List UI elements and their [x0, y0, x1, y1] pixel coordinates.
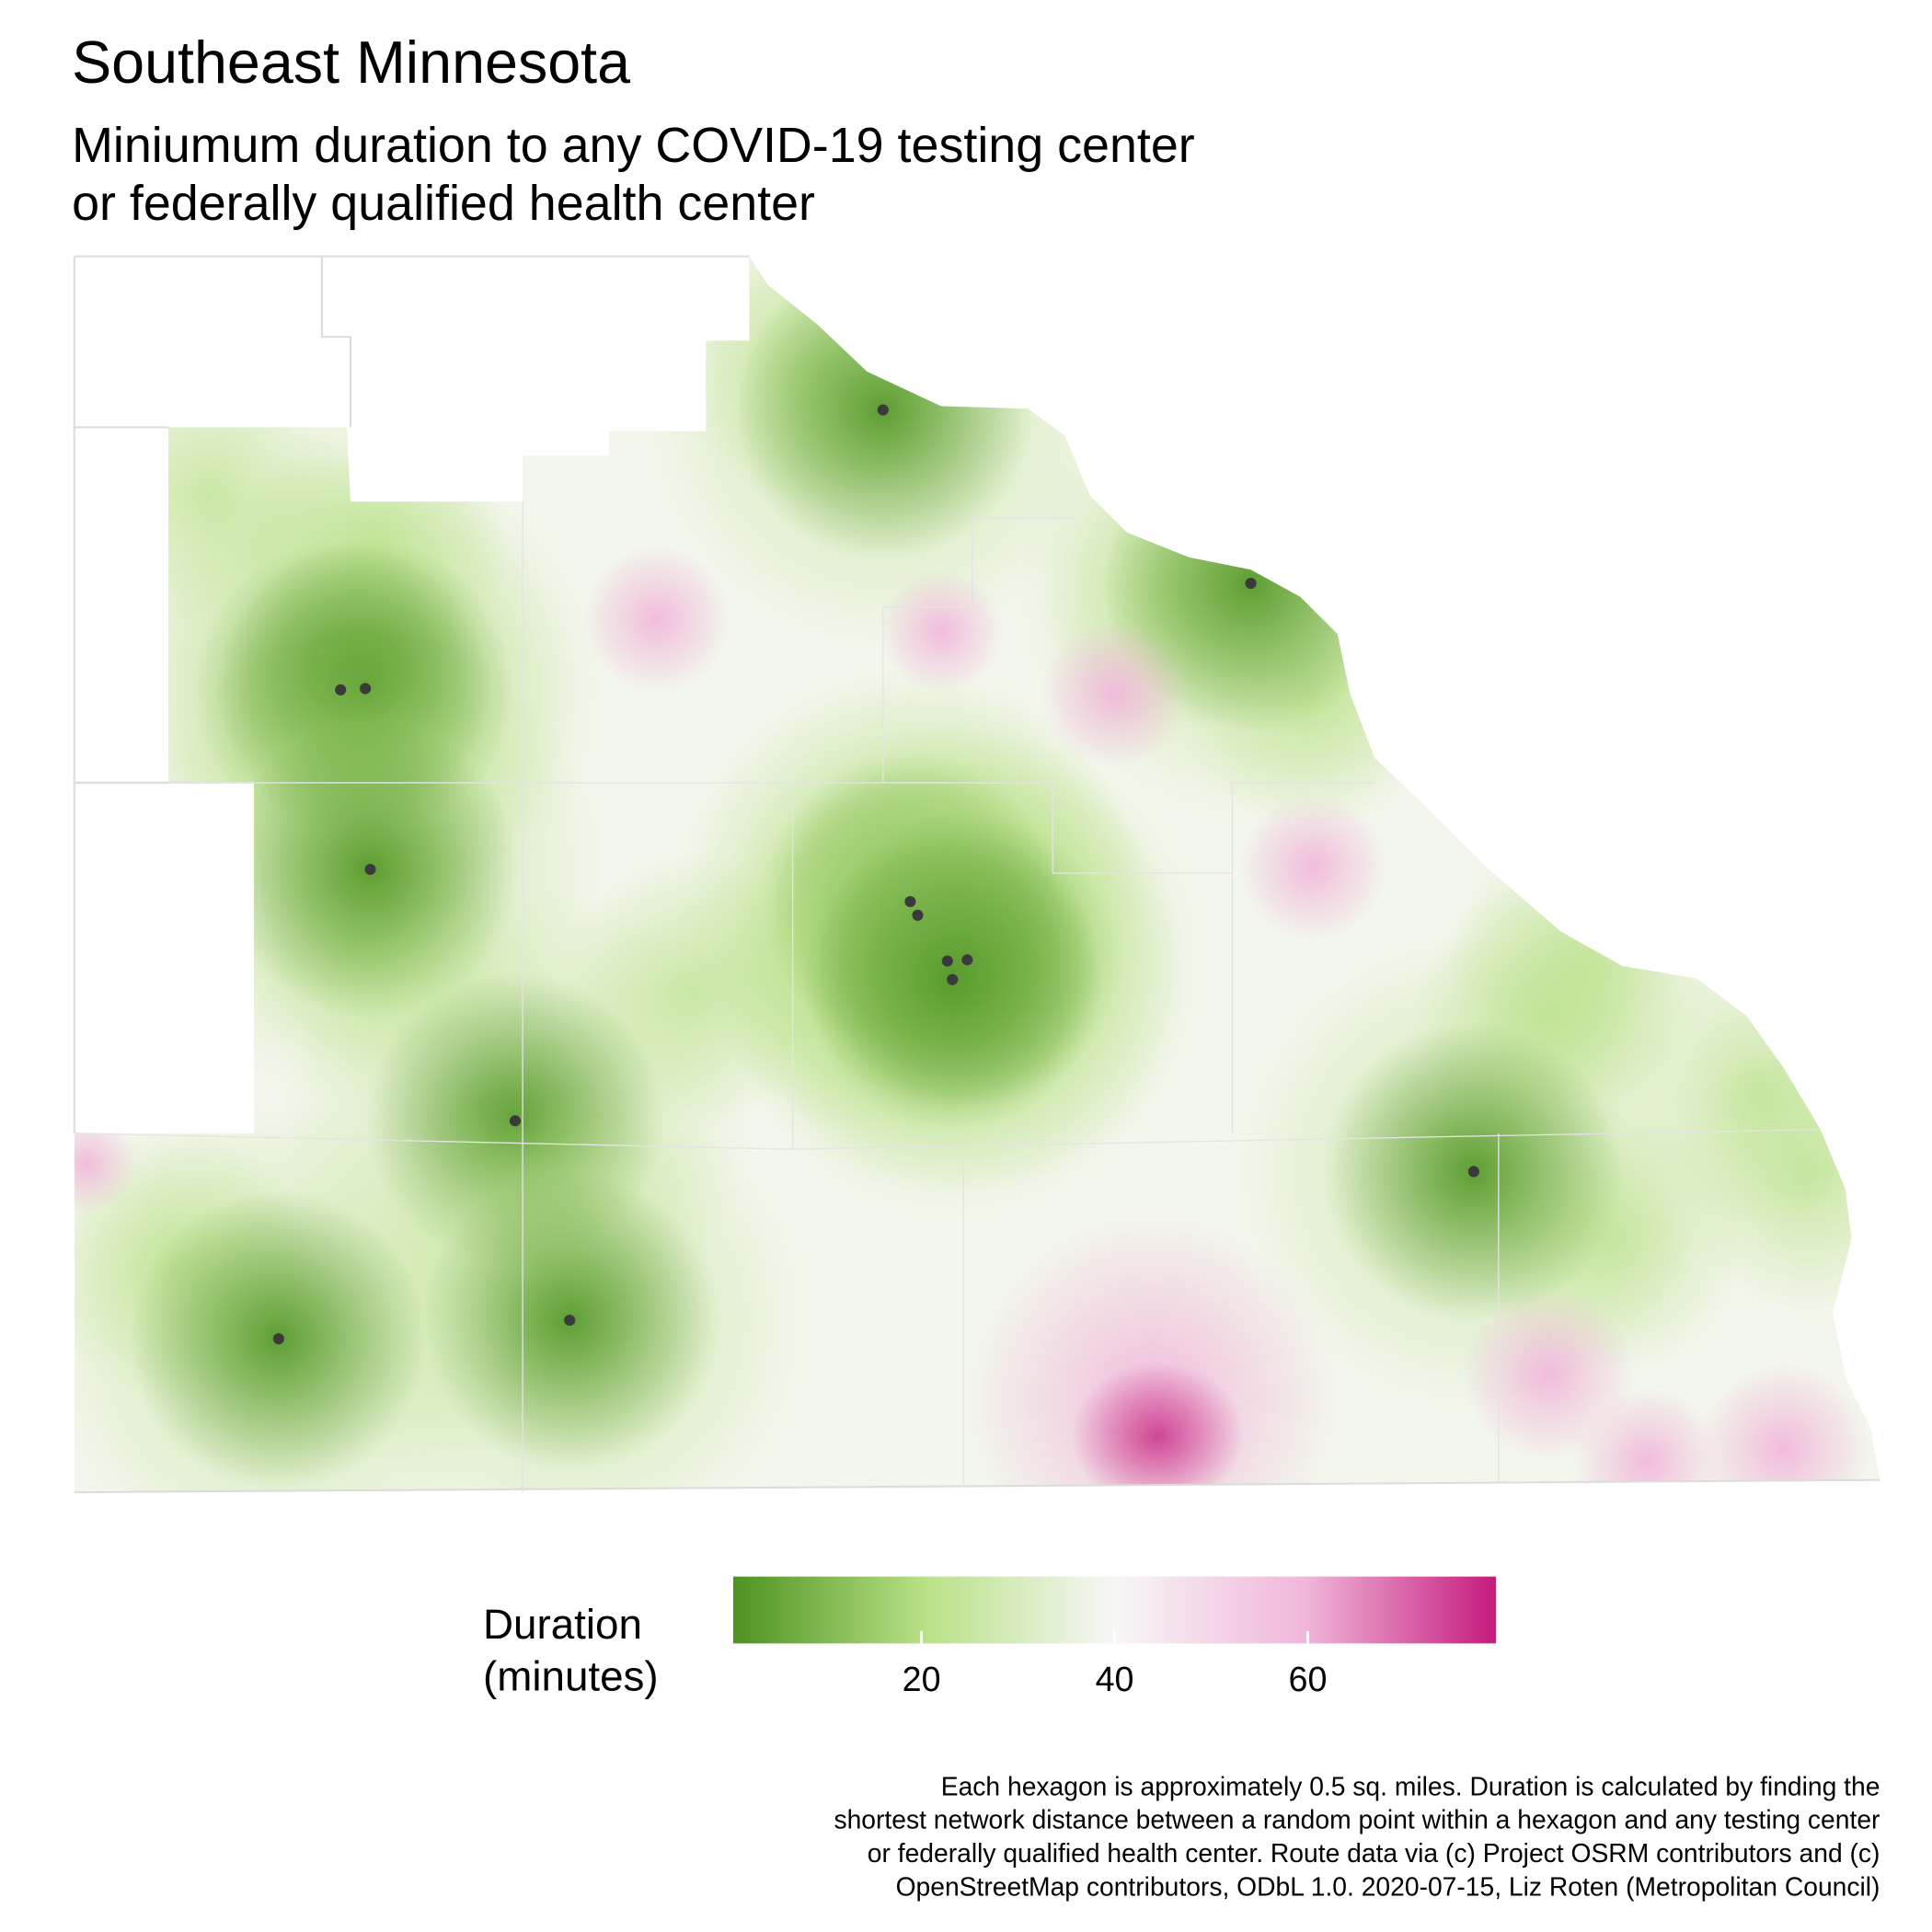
legend-title: (minutes) — [483, 1652, 659, 1699]
legend-tick-label: 60 — [1289, 1660, 1328, 1698]
testing-center — [509, 1115, 522, 1127]
caption-line: or federally qualified health center. Ro… — [868, 1838, 1880, 1868]
legend: Duration (minutes) 20 40 60 — [483, 1576, 1497, 1699]
testing-center — [564, 1314, 576, 1327]
testing-center — [360, 683, 372, 695]
testing-center — [961, 954, 973, 966]
legend-title: Duration — [483, 1601, 642, 1648]
testing-centers — [272, 404, 1479, 1345]
caption: Each hexagon is approximately 0.5 sq. mi… — [834, 1771, 1880, 1901]
testing-center — [272, 1333, 284, 1345]
surface-blob — [1040, 619, 1190, 768]
testing-center — [335, 684, 347, 696]
testing-center — [364, 863, 376, 876]
legend-tick-label: 40 — [1096, 1660, 1134, 1698]
surface-blob — [581, 545, 731, 694]
caption-line: shortest network distance between a rand… — [834, 1805, 1880, 1834]
testing-center — [912, 909, 924, 921]
testing-center — [904, 895, 916, 908]
testing-center — [877, 404, 889, 416]
county-lines — [73, 255, 1880, 1494]
surface-blob — [1071, 1362, 1245, 1493]
testing-center — [947, 973, 959, 985]
testing-center — [941, 955, 953, 967]
testing-center — [1245, 577, 1257, 590]
surface-blob — [879, 569, 1004, 694]
surface-blob — [74, 1114, 137, 1214]
testing-center — [1467, 1166, 1479, 1178]
surface-blob — [1696, 1362, 1870, 1493]
title: Southeast Minnesota — [72, 29, 630, 96]
surface-blob — [1238, 792, 1387, 942]
subtitle: Miniumum duration to any COVID-19 testin… — [72, 118, 1195, 173]
legend-tick-label: 20 — [903, 1660, 941, 1698]
caption-line: OpenStreetMap contributors, ODbL 1.0. 20… — [896, 1871, 1880, 1901]
caption-line: Each hexagon is approximately 0.5 sq. mi… — [941, 1771, 1880, 1800]
surface-blob — [1572, 1386, 1722, 1493]
subtitle: or federally qualified health center — [72, 176, 815, 231]
